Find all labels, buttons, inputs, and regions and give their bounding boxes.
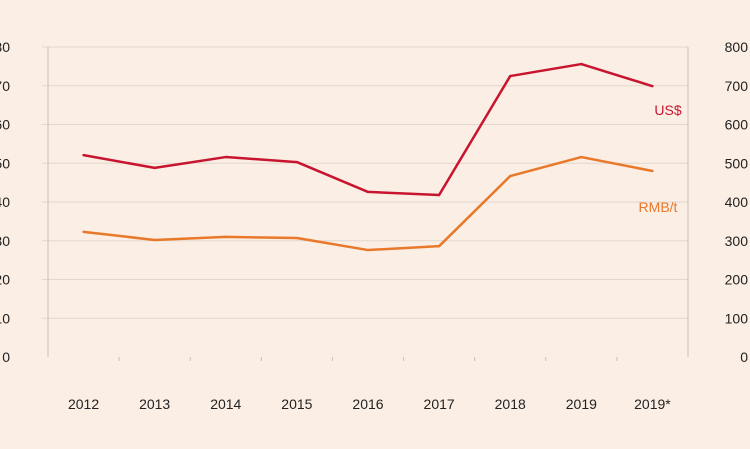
left-tick-label: 40 xyxy=(0,194,10,210)
x-tick-label: 2012 xyxy=(68,396,99,412)
right-tick-label: 0 xyxy=(740,349,748,365)
x-tick-label: 2017 xyxy=(424,396,455,412)
x-tick-label: 2018 xyxy=(495,396,526,412)
right-tick-label: 500 xyxy=(725,155,749,171)
data-point xyxy=(82,153,85,157)
data-point xyxy=(651,84,654,88)
data-point xyxy=(580,155,583,159)
right-tick-label: 100 xyxy=(725,310,749,326)
left-tick-label: 60 xyxy=(0,117,10,133)
data-point xyxy=(437,244,441,248)
x-tick-label: 2016 xyxy=(352,396,383,412)
left-tick-label: 30 xyxy=(0,233,10,249)
series-line-0 xyxy=(83,62,653,197)
right-tick-label: 400 xyxy=(725,194,749,210)
left-tick-label: 70 xyxy=(0,78,10,94)
right-tick-label: 800 xyxy=(725,39,749,55)
data-point xyxy=(580,62,583,66)
x-tick-label: 2013 xyxy=(139,396,170,412)
left-tick-label: 10 xyxy=(0,310,10,326)
series-line-1 xyxy=(83,155,653,252)
x-tick-label: 2015 xyxy=(281,396,312,412)
x-tick-label: 2019* xyxy=(634,396,671,412)
series-label-usd: US$ xyxy=(654,102,681,118)
left-tick-label: 20 xyxy=(0,272,10,288)
data-point xyxy=(224,155,227,159)
left-tick-label: 50 xyxy=(0,155,10,171)
data-point xyxy=(437,193,441,197)
data-point xyxy=(366,190,370,194)
x-tick-label: 2019 xyxy=(566,396,597,412)
data-point xyxy=(153,166,156,170)
data-point xyxy=(82,230,85,234)
left-tick-label: 80 xyxy=(0,39,10,55)
x-tick-label: 2014 xyxy=(210,396,241,412)
data-point xyxy=(651,169,654,173)
right-tick-label: 200 xyxy=(725,272,749,288)
data-point xyxy=(509,74,512,78)
data-point xyxy=(509,174,512,178)
data-point xyxy=(295,236,299,240)
data-point xyxy=(366,248,370,252)
data-point xyxy=(295,160,299,164)
series-label-rmb: RMB/t xyxy=(639,199,678,215)
right-tick-label: 300 xyxy=(725,233,749,249)
left-tick-label: 0 xyxy=(2,349,10,365)
right-tick-label: 600 xyxy=(725,117,749,133)
data-point xyxy=(224,235,227,239)
right-tick-label: 700 xyxy=(725,78,749,94)
data-point xyxy=(153,238,156,242)
